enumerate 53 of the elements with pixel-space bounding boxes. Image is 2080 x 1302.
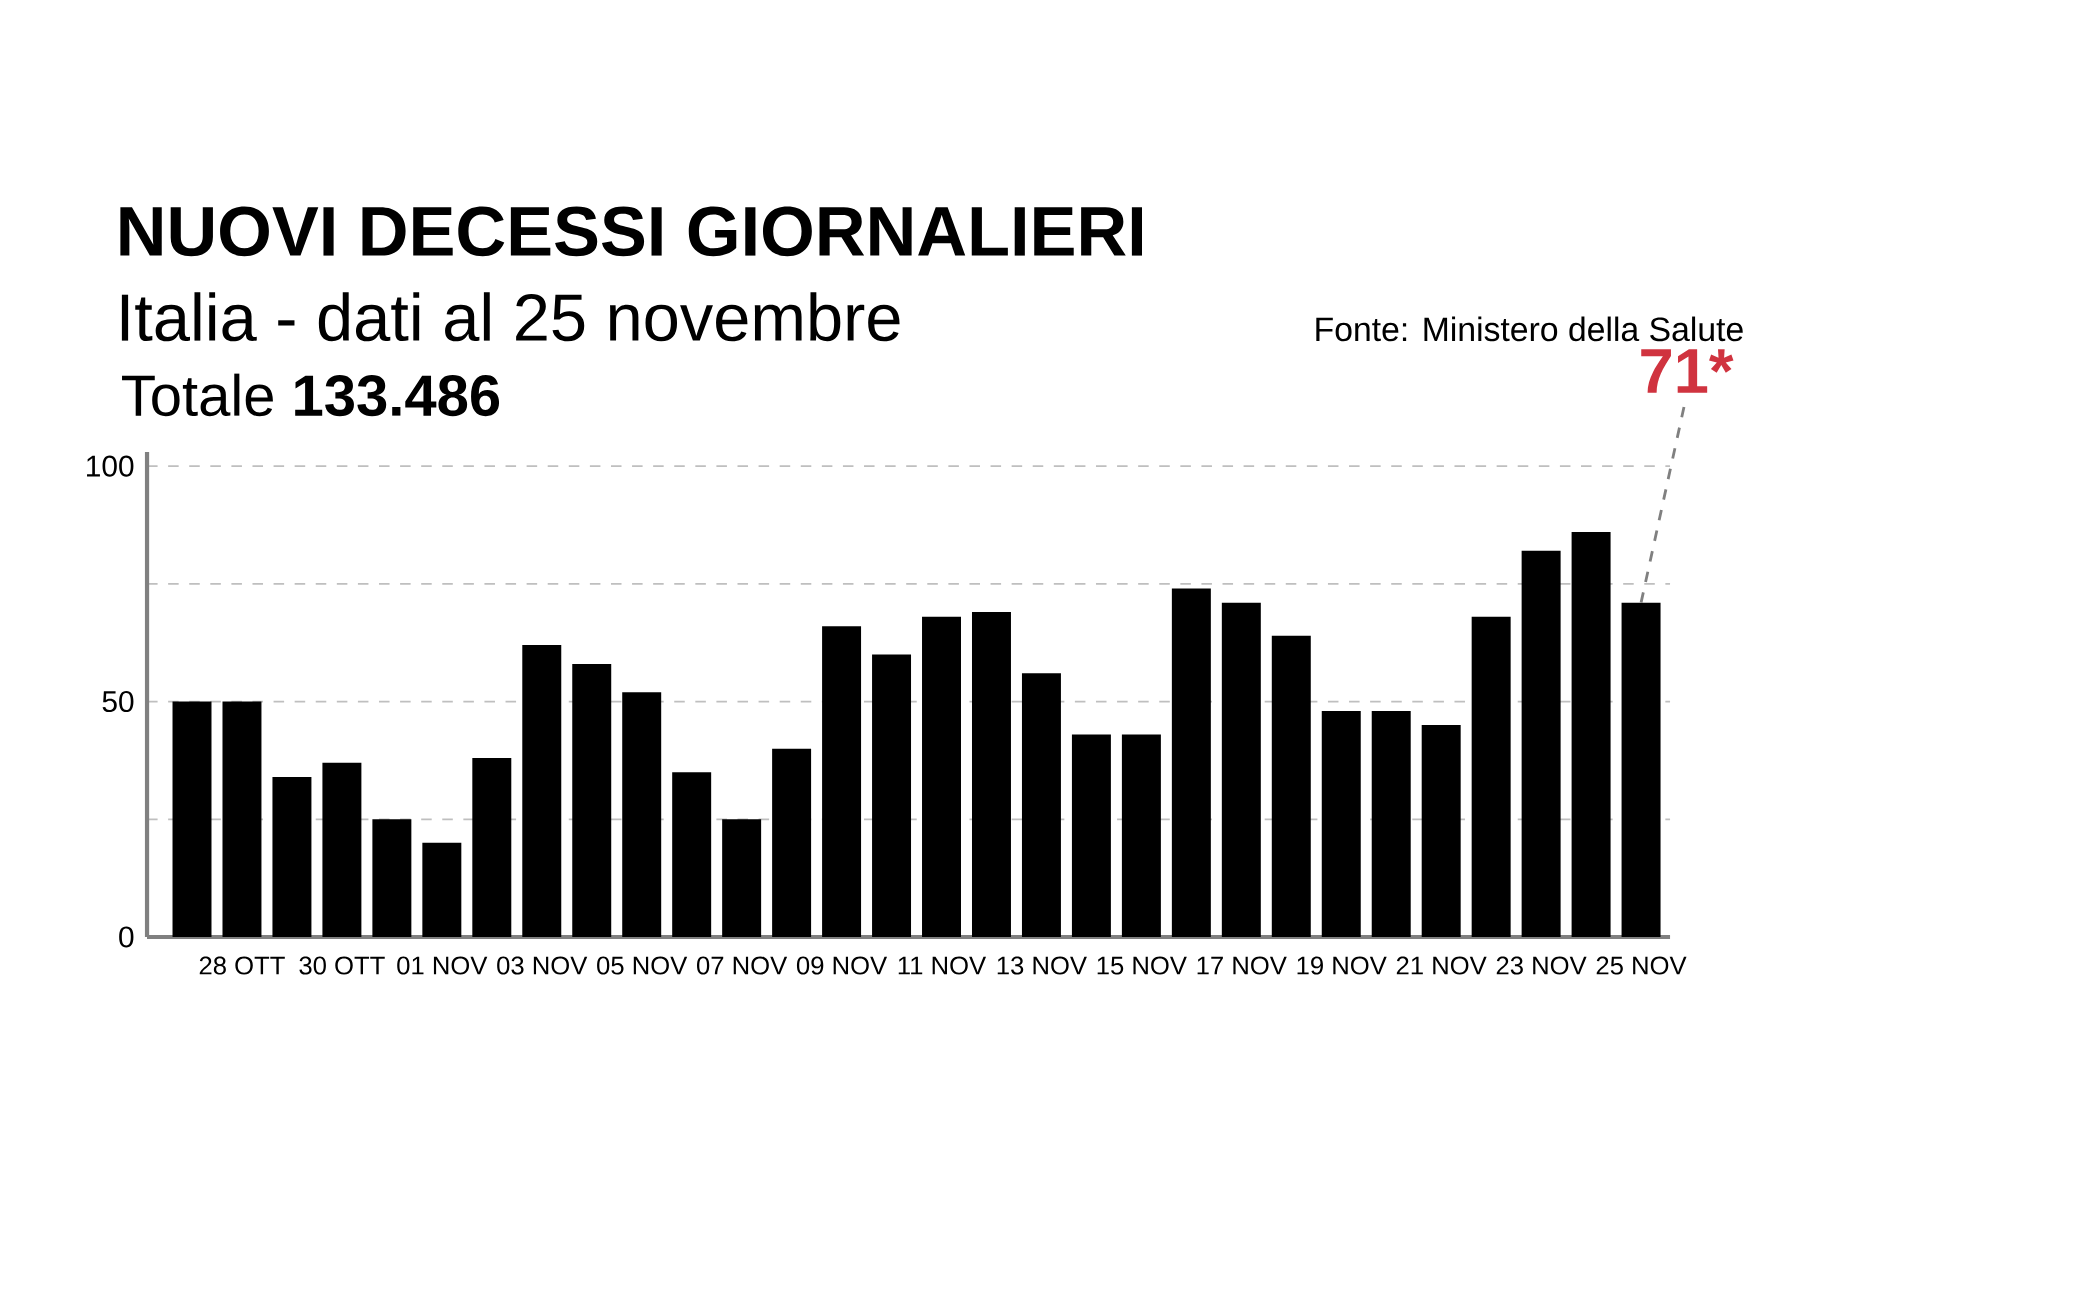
y-tick-label: 0	[119, 926, 134, 948]
bar	[1571, 532, 1611, 937]
bar	[1521, 550, 1561, 937]
x-tick-label: 28 OTT	[199, 956, 285, 975]
bar	[1271, 635, 1311, 937]
bar	[872, 654, 912, 937]
x-tick-label: 19 NOV	[1297, 956, 1387, 975]
source-note: Fonte: Ministero della Salute	[1316, 316, 1743, 342]
bar	[422, 842, 462, 937]
x-tick-label: 13 NOV	[997, 956, 1087, 975]
bar	[222, 701, 262, 937]
text: Totale 133.486	[122, 373, 500, 417]
x-tick-label: 30 OTT	[299, 956, 385, 975]
bar	[622, 692, 662, 937]
bar	[971, 612, 1011, 937]
bar	[1071, 734, 1111, 937]
bar	[922, 616, 961, 937]
x-tick-label: 07 NOV	[697, 956, 788, 975]
chart-subtitle: Italia - dati al 25 novembre	[121, 292, 900, 342]
bar	[1171, 588, 1211, 937]
x-tick-label: 15 NOV	[1097, 956, 1187, 975]
bar	[572, 663, 612, 937]
bar	[1421, 725, 1461, 937]
x-tick-label: 03 NOV	[497, 956, 588, 975]
bar	[1221, 602, 1261, 937]
bar	[172, 701, 212, 937]
bar	[772, 748, 812, 937]
x-tick-label: 17 NOV	[1197, 956, 1287, 975]
bar	[272, 776, 312, 937]
x-tick-label: 21 NOV	[1396, 956, 1487, 975]
bar	[522, 645, 562, 937]
bar	[672, 772, 712, 937]
y-tick-label: 100	[87, 455, 134, 477]
annotation: 71*	[1641, 349, 1734, 393]
bar	[1321, 710, 1361, 937]
bar	[1021, 673, 1061, 937]
bar	[822, 626, 862, 937]
x-tick-label: 09 NOV	[796, 956, 888, 975]
x-tick-label: 05 NOV	[597, 956, 688, 975]
chart-title: NUOVI DECESSI GIORNALIERI	[120, 206, 1143, 257]
bar	[1471, 616, 1511, 937]
bar	[1121, 734, 1161, 937]
bar	[322, 762, 362, 937]
x-tick-label: 11 NOV	[898, 956, 987, 975]
bar	[1621, 602, 1661, 937]
bar	[722, 819, 762, 937]
x-tick-label: 25 NOV	[1596, 956, 1687, 975]
bar	[372, 819, 412, 937]
bar	[1371, 710, 1411, 937]
y-tick-label: 50	[102, 690, 134, 713]
bar	[472, 758, 512, 937]
x-tick-label: 01 NOV	[397, 956, 488, 975]
x-tick-label: 23 NOV	[1496, 956, 1587, 975]
